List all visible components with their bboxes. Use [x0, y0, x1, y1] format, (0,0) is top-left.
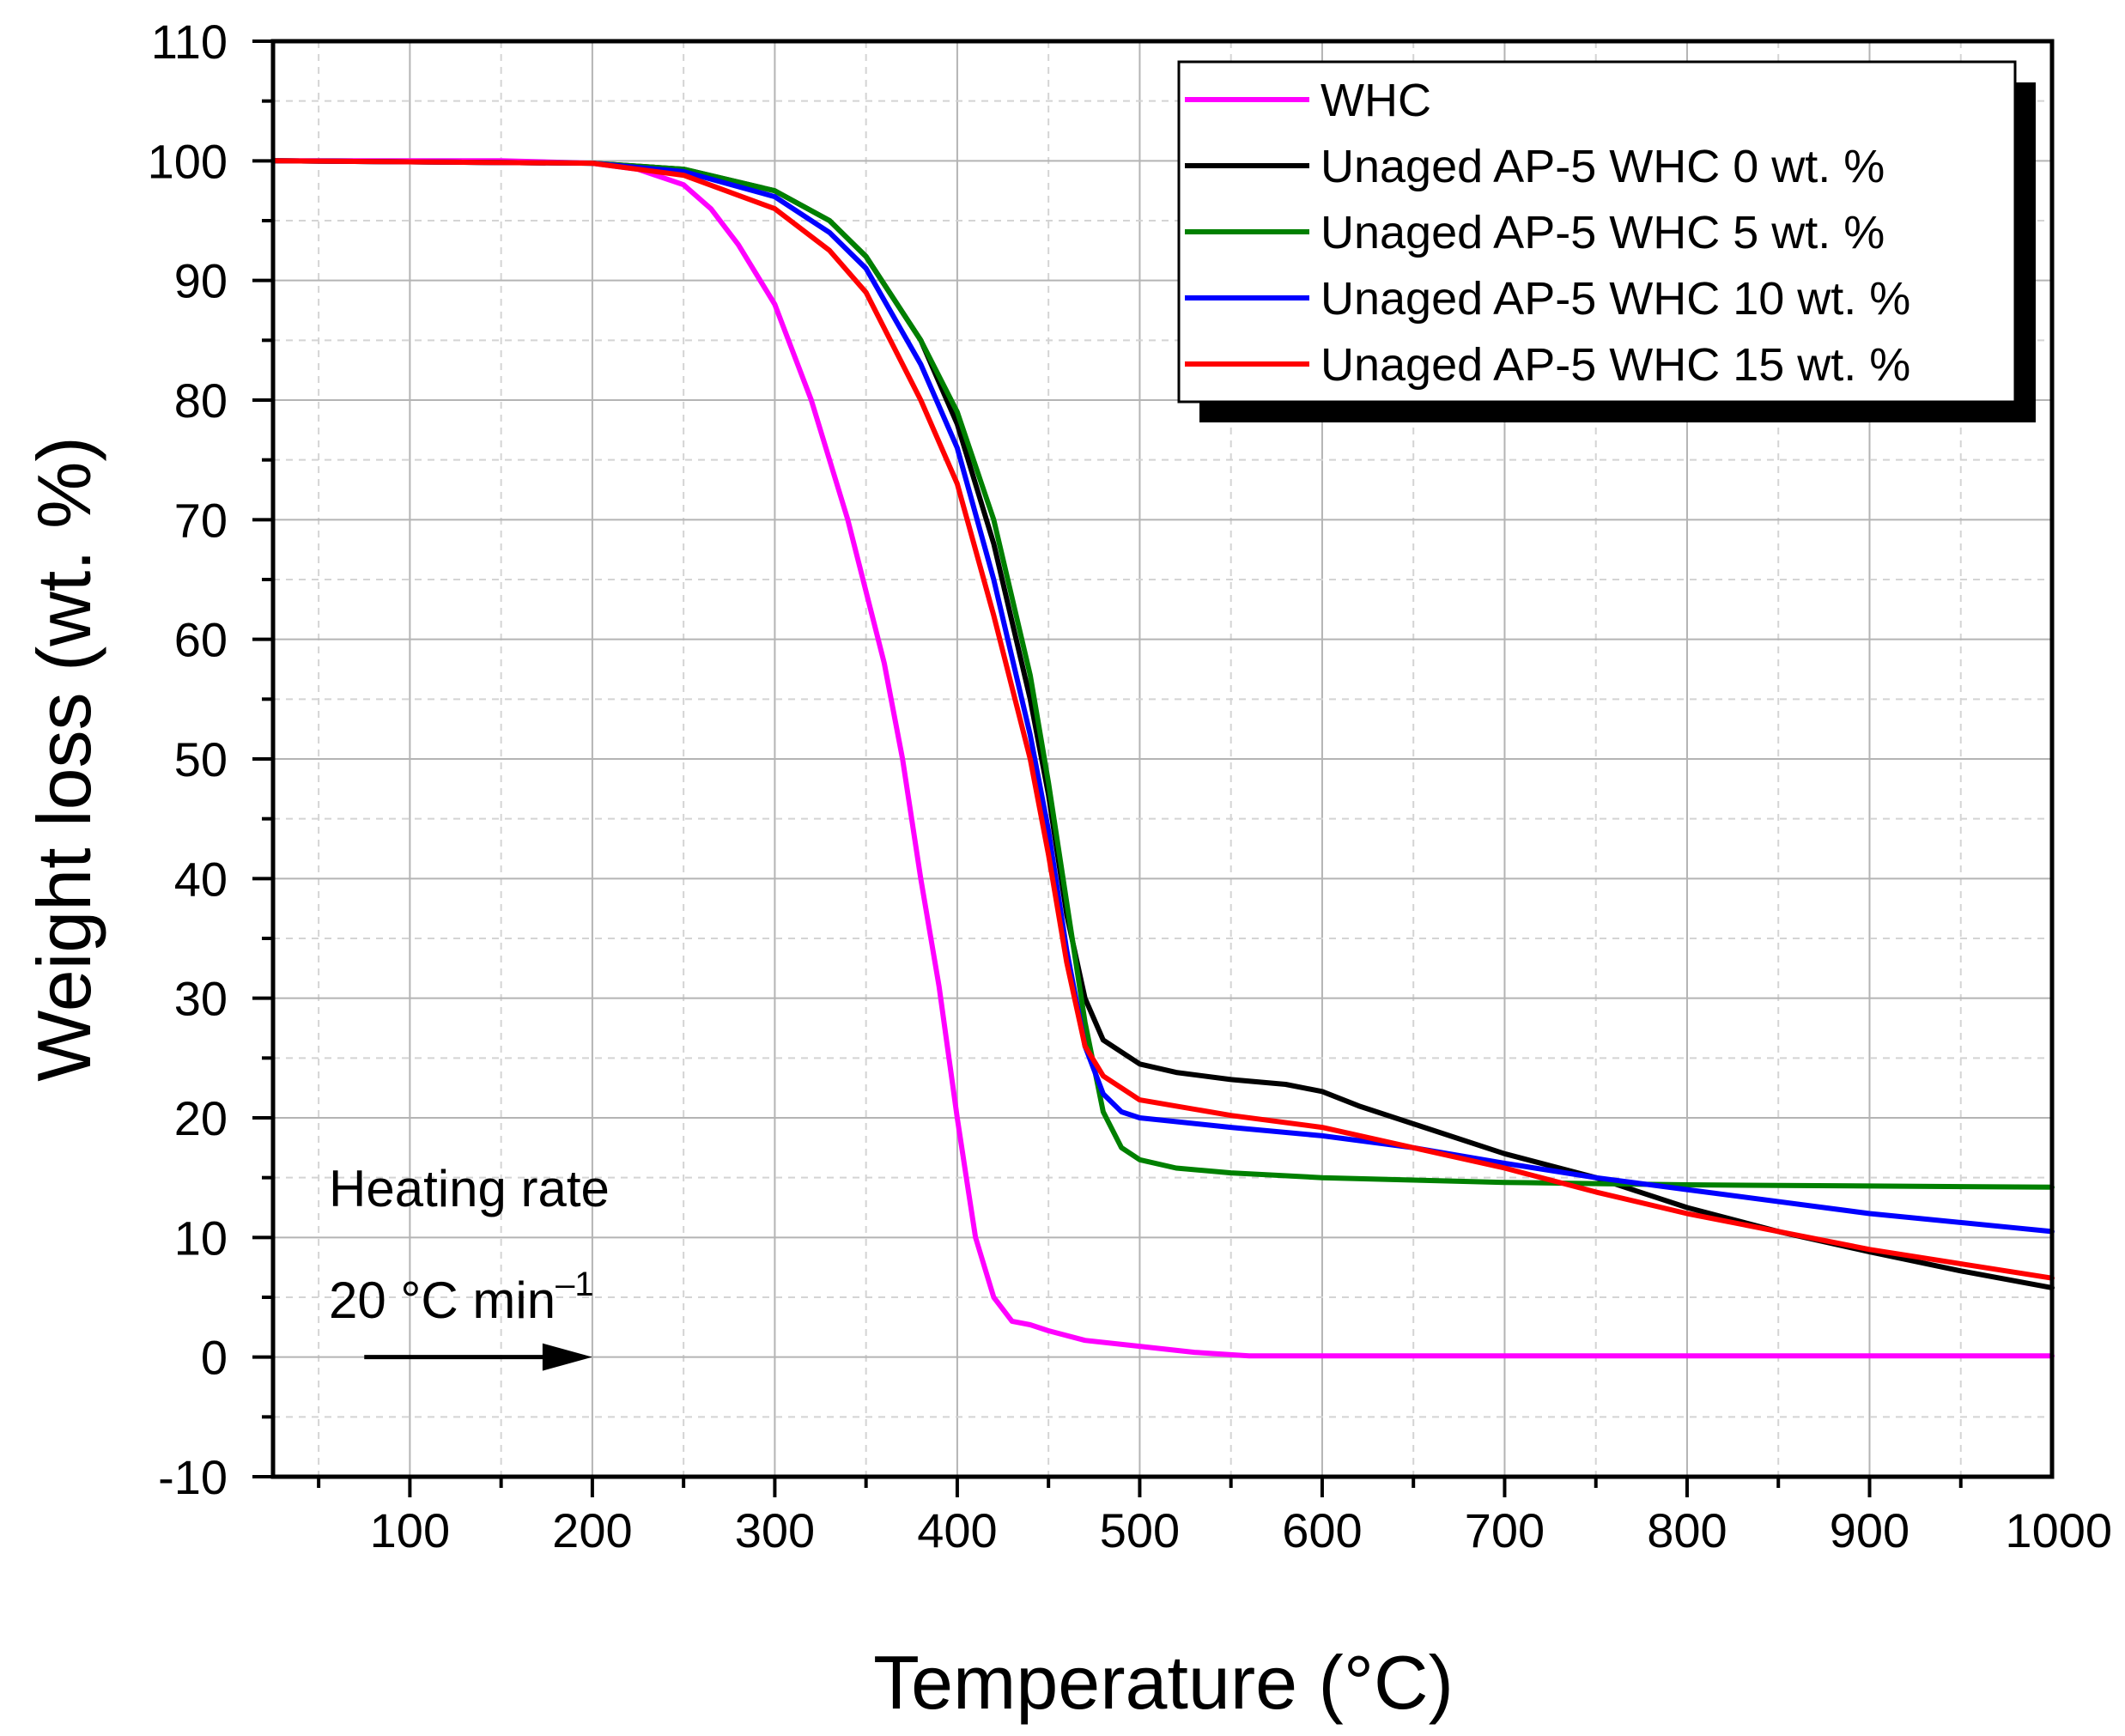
x-tick-label: 600: [1282, 1503, 1362, 1557]
legend-label-2: Unaged AP-5 WHC 0 wt. %: [1321, 141, 1885, 192]
y-tick-label: 70: [174, 493, 228, 547]
x-axis-title: Temperature (°C): [873, 1640, 1454, 1725]
x-tick-label: 200: [552, 1503, 632, 1557]
y-tick-label: 50: [174, 732, 228, 786]
y-tick-label: 100: [148, 134, 228, 188]
legend: WHC Unaged AP-5 WHC 0 wt. % Unaged AP-5 WH…: [1177, 60, 2036, 422]
legend-items: WHC Unaged AP-5 WHC 0 wt. % Unaged AP-5 WH…: [1185, 75, 1910, 391]
y-tick-label: 110: [151, 15, 228, 69]
series-line-3: [270, 158, 2055, 1190]
x-tick-label: 800: [1647, 1503, 1727, 1557]
series-group: [270, 158, 2055, 1359]
x-tick-label: 700: [1465, 1503, 1545, 1557]
x-tick-label: 400: [917, 1503, 997, 1557]
y-tick-label: 90: [174, 254, 228, 308]
y-tick-label: 20: [174, 1091, 228, 1145]
legend-label-5: Unaged AP-5 WHC 15 wt. %: [1321, 339, 1910, 391]
ticks: [252, 39, 1963, 1497]
x-tick-label: 300: [735, 1503, 815, 1557]
series-line-5: [270, 158, 2055, 1281]
y-tick-label: 0: [201, 1331, 228, 1385]
legend-box: [1177, 60, 2017, 404]
legend-label-3: Unaged AP-5 WHC 5 wt. %: [1321, 207, 1885, 258]
legend-label-1: WHC: [1321, 75, 1431, 126]
y-tick-label: -10: [158, 1450, 228, 1504]
legend-label-4: Unaged AP-5 WHC 10 wt. %: [1321, 273, 1910, 325]
y-tick-label: 30: [174, 972, 228, 1026]
annotation-superscript: –1: [556, 1266, 594, 1303]
x-tick-label: 500: [1100, 1503, 1180, 1557]
annotation-rate: 20 °C min: [329, 1272, 556, 1329]
y-axis-title: Weight loss (wt. %): [21, 436, 106, 1081]
annotation-line-2: 20 °C min–1: [329, 1266, 594, 1329]
tick-labels: 100 200 300 400 500 600 700 800 900 1000 -10 0 10 20 3…: [148, 15, 2112, 1557]
x-tick-label: 900: [1830, 1503, 1909, 1557]
y-tick-label: 80: [174, 373, 228, 428]
y-tick-label: 60: [174, 613, 228, 667]
series-line-1: [270, 158, 2055, 1359]
x-tick-label: 1000: [2005, 1503, 2112, 1557]
y-tick-label: 10: [174, 1211, 228, 1265]
y-tick-label: 40: [174, 852, 228, 906]
x-tick-label: 100: [370, 1503, 450, 1557]
annotation-line-1: Heating rate: [329, 1160, 610, 1217]
heating-rate-annotation: Heating rate 20 °C min–1: [329, 1160, 610, 1371]
arrow-head: [542, 1343, 592, 1371]
